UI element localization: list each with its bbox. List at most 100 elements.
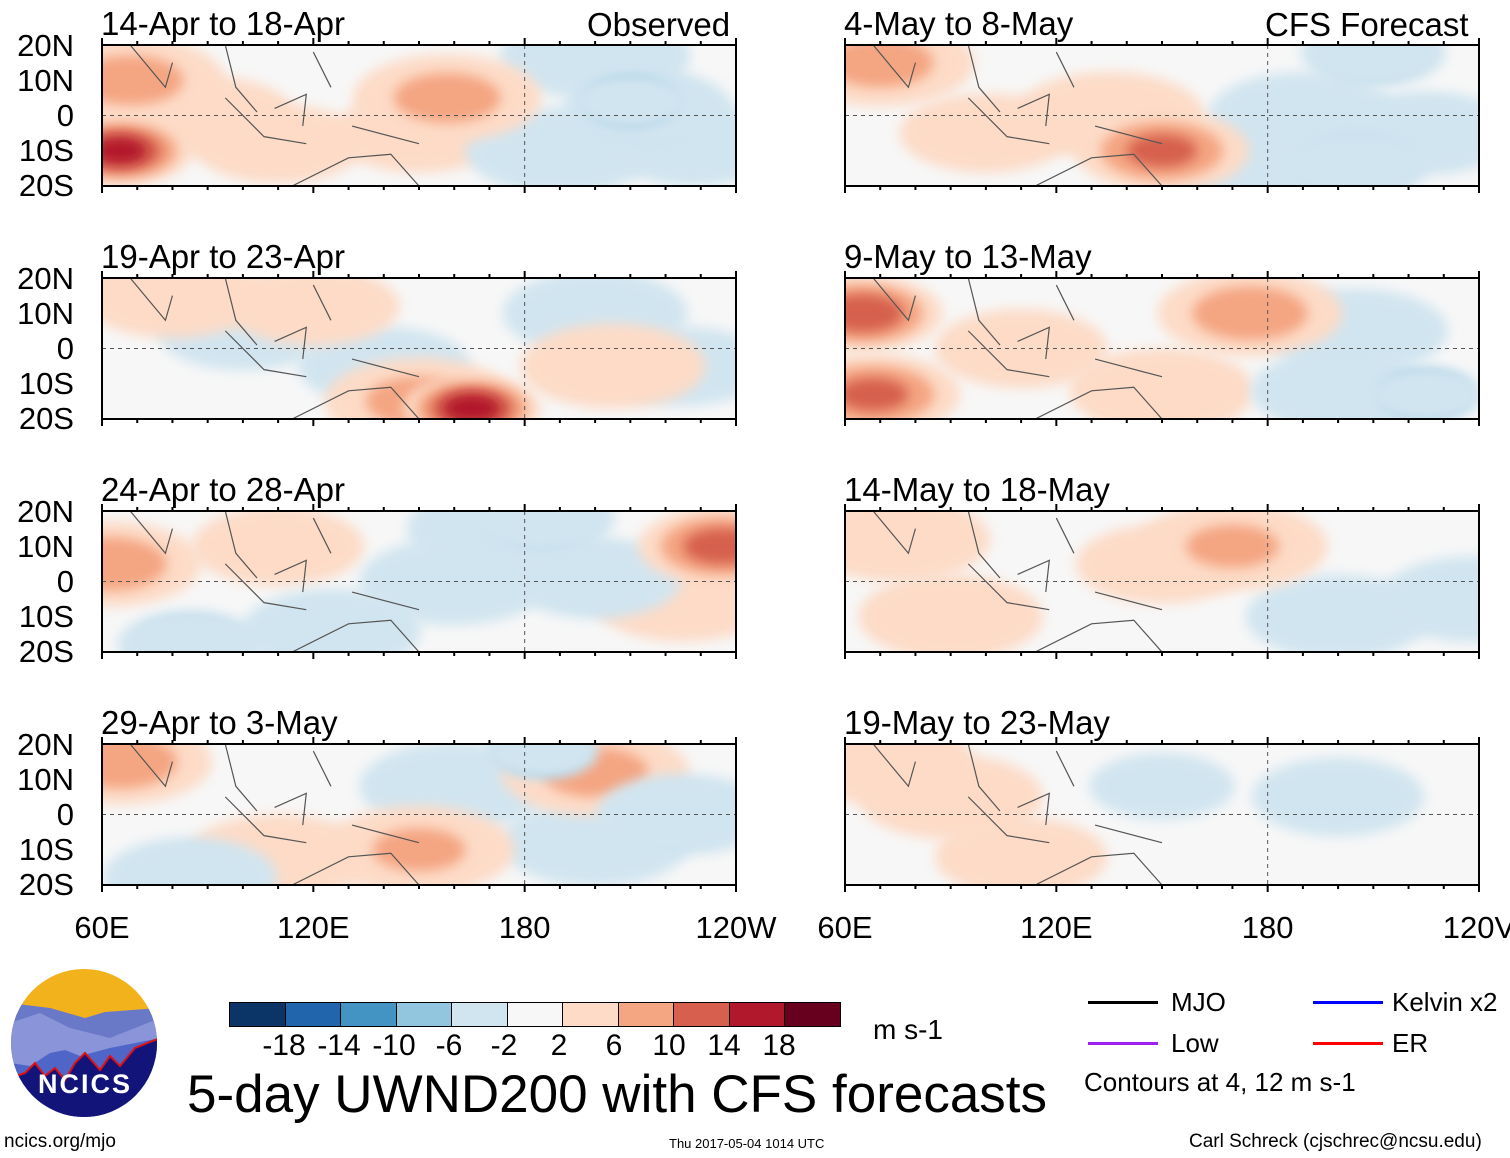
colorbar-label: 14 — [707, 1029, 741, 1062]
lat-label: 10N — [17, 762, 74, 797]
colorbar-swatch — [507, 1003, 563, 1026]
legend-mjo: MJO — [1171, 987, 1226, 1017]
anomaly-blob — [102, 537, 167, 591]
anomaly-blob — [683, 528, 736, 565]
anomaly-blob — [1192, 286, 1308, 341]
anomaly-blob — [845, 377, 909, 411]
anomaly-blob — [240, 588, 421, 652]
lat-label: 20N — [17, 261, 74, 296]
lat-label: 20S — [18, 401, 74, 436]
panel-title: 14-Apr to 18-Apr — [101, 5, 345, 42]
anomaly-blob — [469, 511, 616, 553]
lat-label: 20S — [18, 867, 74, 902]
colorbar-swatch — [674, 1003, 730, 1026]
colorbar — [229, 1002, 841, 1027]
colorbar-swatch — [396, 1003, 452, 1026]
timestamp: Thu 2017-05-04 1014 UTC — [669, 1136, 825, 1151]
lon-label: 60E — [817, 910, 873, 945]
colorbar-label: -2 — [490, 1029, 518, 1062]
lat-label: 10N — [17, 63, 74, 98]
colorbar-swatch — [341, 1003, 397, 1026]
legend-mjo-line — [1088, 1001, 1158, 1004]
lat-label: 10S — [18, 599, 74, 634]
anomaly-blob — [1282, 130, 1429, 186]
credit: Carl Schreck (cjschrec@ncsu.edu) — [1189, 1131, 1482, 1152]
lat-label: 20N — [17, 494, 74, 529]
legend-low-line — [1088, 1042, 1158, 1045]
lat-label: 0 — [56, 797, 74, 832]
anomaly-blob — [845, 294, 904, 333]
anomaly-blob — [102, 137, 147, 164]
panel-title: 24-Apr to 28-Apr — [101, 471, 345, 508]
legend-low: Low — [1171, 1028, 1219, 1058]
anomaly-blob — [845, 744, 973, 805]
legend-kelvin-line — [1313, 1001, 1383, 1004]
colorbar-label: -14 — [317, 1029, 361, 1062]
colorbar-swatch — [230, 1003, 286, 1026]
colorbar-swatch — [563, 1003, 619, 1026]
colorbar-swatch — [729, 1003, 785, 1026]
lon-label: 180 — [498, 910, 551, 945]
colorbar-label: 2 — [550, 1029, 568, 1062]
anomaly-blob — [117, 610, 263, 652]
anomaly-blob — [485, 744, 599, 779]
anomaly-blob — [520, 323, 706, 409]
lon-label: 60E — [74, 910, 130, 945]
panel-title: 14-May to 18-May — [844, 471, 1110, 508]
lat-label: 10N — [17, 296, 74, 331]
anomaly-blob — [226, 278, 400, 346]
ncics-url[interactable]: ncics.org/mjo — [4, 1131, 116, 1152]
coastline — [872, 511, 1163, 652]
colorbar-label: -10 — [372, 1029, 416, 1062]
anomaly-blob — [508, 537, 683, 619]
map-panel — [844, 38, 1480, 193]
anomaly-blob — [1369, 366, 1479, 419]
map-panel — [844, 737, 1480, 892]
colorbar-label: 6 — [605, 1029, 623, 1062]
legend-er-line — [1313, 1042, 1383, 1045]
anomaly-blob — [191, 511, 365, 586]
anomaly-blob — [102, 837, 278, 885]
anomaly-blob — [858, 574, 1044, 652]
panel-title: 19-Apr to 23-Apr — [101, 238, 345, 275]
lat-label: 20S — [18, 634, 74, 669]
coastline — [129, 278, 420, 419]
map-panel — [101, 38, 737, 193]
anomaly-blob — [372, 828, 466, 872]
panel-title: 19-May to 23-May — [844, 704, 1110, 741]
anomaly-blob — [1069, 348, 1255, 419]
anomaly-blob — [393, 73, 501, 123]
lat-label: 20S — [18, 168, 74, 203]
lon-label: 120E — [277, 910, 350, 945]
lat-label: 10S — [18, 133, 74, 168]
lon-label: 120V — [1442, 910, 1510, 945]
lat-label: 0 — [56, 98, 74, 133]
logo-text: NCICS — [38, 1069, 132, 1099]
forecast-label: CFS Forecast — [1265, 6, 1469, 43]
map-panel — [101, 504, 737, 659]
coastline — [129, 744, 420, 885]
panel-title: 9-May to 13-May — [844, 238, 1092, 275]
anomaly-blob — [443, 394, 501, 419]
anomaly-blob — [845, 511, 991, 582]
colorbar-label: -18 — [262, 1029, 306, 1062]
anomaly-blob — [1186, 524, 1279, 568]
map-panel — [844, 504, 1480, 659]
legend-er: ER — [1392, 1028, 1429, 1058]
lon-label: 120E — [1020, 910, 1093, 945]
map-panel — [101, 737, 737, 892]
ncics-logo: NCICS — [11, 969, 157, 1117]
colorbar-swatch — [785, 1003, 840, 1026]
panel-title: 4-May to 8-May — [844, 5, 1074, 42]
colorbar-label: -6 — [435, 1029, 463, 1062]
anomaly-blob — [596, 773, 736, 856]
map-panel — [101, 271, 737, 426]
anomaly-blob — [1089, 752, 1235, 820]
coastline — [872, 45, 1163, 186]
units-label: m s-1 — [873, 1014, 943, 1045]
anomaly-blob — [1251, 757, 1425, 837]
colorbar-label: 18 — [762, 1029, 796, 1062]
coastline — [872, 744, 1163, 885]
coastline — [872, 278, 1163, 419]
lon-label: 180 — [1241, 910, 1294, 945]
